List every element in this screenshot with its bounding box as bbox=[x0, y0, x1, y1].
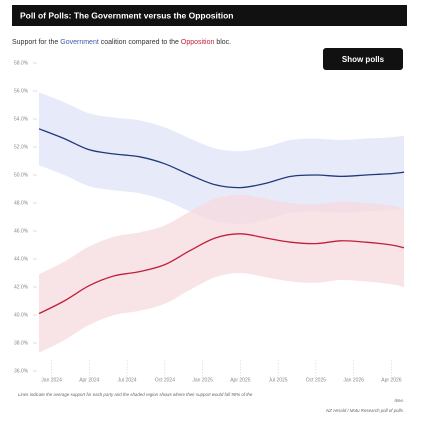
x-tick-label: Jul 2025 bbox=[269, 377, 288, 383]
subtitle-part: coalition compared to the bbox=[99, 39, 181, 46]
title-bar bbox=[12, 5, 407, 26]
series-line bbox=[38, 128, 405, 189]
y-tick-label: 36.0% bbox=[14, 368, 29, 374]
y-tick-label: 56.0% bbox=[14, 88, 29, 94]
x-tick-label: Jul 2024 bbox=[118, 377, 137, 383]
show-polls-button[interactable]: Show polls bbox=[323, 48, 403, 70]
subtitle-part: Support for the bbox=[12, 39, 60, 46]
x-tick-label: Jan 2026 bbox=[343, 377, 364, 383]
y-tick-label: 52.0% bbox=[14, 144, 29, 150]
y-tick-label: 58.0% bbox=[14, 60, 29, 66]
footnote: Lines indicate the average support for e… bbox=[18, 392, 253, 397]
y-tick-label: 40.0% bbox=[14, 312, 29, 318]
x-tick-label: Apr 2024 bbox=[79, 377, 100, 383]
subtitle-part: Government bbox=[60, 39, 99, 46]
x-tick-label: Apr 2026 bbox=[381, 377, 402, 383]
x-tick-label: Apr 2025 bbox=[230, 377, 251, 383]
x-tick-label: Jan 2024 bbox=[41, 377, 62, 383]
x-tick-label: Jan 2025 bbox=[192, 377, 213, 383]
x-tick-label: Oct 2024 bbox=[155, 377, 176, 383]
series-line bbox=[38, 233, 405, 315]
y-tick-label: 54.0% bbox=[14, 116, 29, 122]
y-tick-label: 46.0% bbox=[14, 228, 29, 234]
subtitle-part: Opposition bbox=[181, 39, 215, 46]
subtitle: Support for the Government coalition com… bbox=[12, 39, 231, 46]
y-tick-label: 42.0% bbox=[14, 284, 29, 290]
y-tick-label: 38.0% bbox=[14, 340, 29, 346]
y-tick-label: 48.0% bbox=[14, 200, 29, 206]
source: NZ Herald / Motu Research poll of polls. bbox=[326, 408, 404, 413]
chart-title: Poll of Polls: The Government versus the… bbox=[20, 10, 233, 20]
y-tick-label: 44.0% bbox=[14, 256, 29, 262]
footnote: time. bbox=[394, 398, 404, 403]
confidence-band bbox=[39, 92, 404, 225]
y-tick-label: 50.0% bbox=[14, 172, 29, 178]
subtitle-part: bloc. bbox=[214, 39, 231, 46]
x-tick-label: Oct 2025 bbox=[306, 377, 327, 383]
confidence-band bbox=[39, 194, 404, 353]
